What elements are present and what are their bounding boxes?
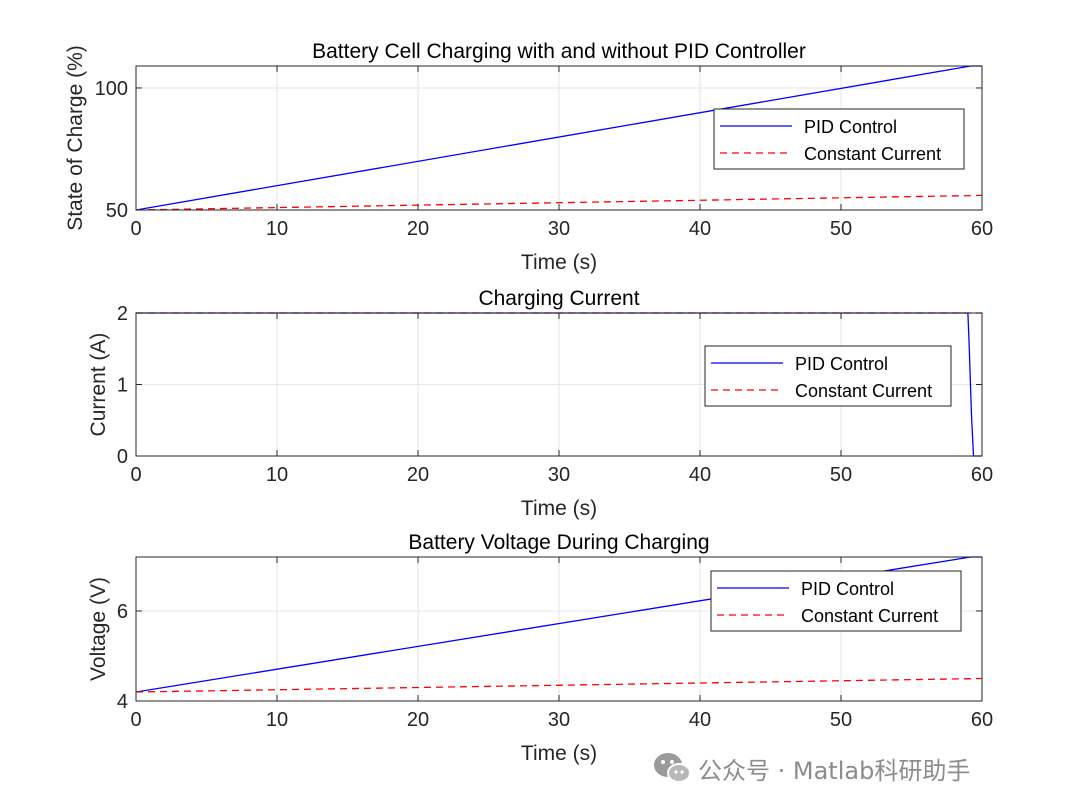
constant-current-line [136, 677, 982, 693]
x-tick-label: 50 [830, 709, 852, 731]
x-tick-label: 60 [971, 464, 993, 486]
x-tick-label: 0 [130, 709, 141, 731]
subplot-1: 0 10 20 30 40 50 60 50 100 Battery Cell Charging … [64, 40, 993, 274]
x-tick-label: 20 [407, 709, 429, 731]
x-tick-label: 30 [548, 218, 570, 240]
y-axis-label: Current (A) [87, 333, 110, 437]
legend-pid-entry-label: PID Control [804, 117, 897, 137]
wechat-icon [654, 753, 691, 783]
legend: PID Control Constant Current [710, 570, 962, 632]
x-tick-label: 30 [548, 464, 570, 486]
y-tick-label: 1 [117, 375, 128, 397]
legend-pid-entry-label: PID Control [795, 354, 888, 374]
y-tick-label: 6 [117, 601, 128, 623]
legend-box [710, 570, 962, 632]
x-tick-label: 60 [971, 709, 993, 731]
chart-title: Battery Cell Charging with and without P… [312, 40, 806, 63]
x-tick-label: 10 [266, 218, 288, 240]
x-tick-label: 10 [266, 464, 288, 486]
y-axis-label: State of Charge (%) [64, 45, 87, 231]
x-tick-label: 30 [548, 709, 570, 731]
x-tick-label: 50 [830, 218, 852, 240]
x-tick-label: 40 [689, 709, 711, 731]
x-axis-label: Time (s) [521, 251, 597, 274]
y-tick-label: 50 [106, 200, 128, 222]
legend: PID Control Constant Current [713, 108, 965, 170]
y-axis-label: Voltage (V) [87, 577, 110, 681]
legend-box [713, 108, 965, 170]
x-axis-label: Time (s) [521, 742, 597, 765]
x-tick-label: 50 [830, 464, 852, 486]
x-tick-label: 0 [130, 218, 141, 240]
x-tick-label: 10 [266, 709, 288, 731]
x-tick-label: 60 [971, 218, 993, 240]
chart-title: Charging Current [478, 287, 639, 310]
watermark-text: 公众号 · Matlab科研助手 [698, 756, 971, 785]
constant-current-line [136, 194, 982, 211]
x-tick-label: 40 [689, 218, 711, 240]
legend-cc-entry-label: Constant Current [795, 381, 932, 401]
x-tick-label: 20 [407, 464, 429, 486]
y-tick-label: 100 [95, 78, 128, 100]
watermark: 公众号 · Matlab科研助手 [652, 748, 970, 788]
legend-cc-entry-label: Constant Current [804, 144, 941, 164]
chart-title: Battery Voltage During Charging [408, 531, 709, 554]
y-tick-label: 0 [117, 446, 128, 468]
legend: PID Control Constant Current [704, 345, 952, 407]
x-tick-label: 0 [130, 464, 141, 486]
x-tick-label: 40 [689, 464, 711, 486]
legend-cc-entry-label: Constant Current [801, 606, 938, 626]
subplot-2: 0 10 20 30 40 50 60 0 1 2 Charging Current Time (s)… [87, 287, 993, 520]
x-tick-label: 20 [407, 218, 429, 240]
legend-pid-entry-label: PID Control [801, 579, 894, 599]
y-tick-label: 2 [117, 303, 128, 325]
y-tick-label: 4 [117, 691, 128, 713]
subplot-3: 0 10 20 30 40 50 60 4 6 Battery Voltage During Ch… [87, 531, 993, 765]
legend-box [704, 345, 952, 407]
x-axis-label: Time (s) [521, 497, 597, 520]
